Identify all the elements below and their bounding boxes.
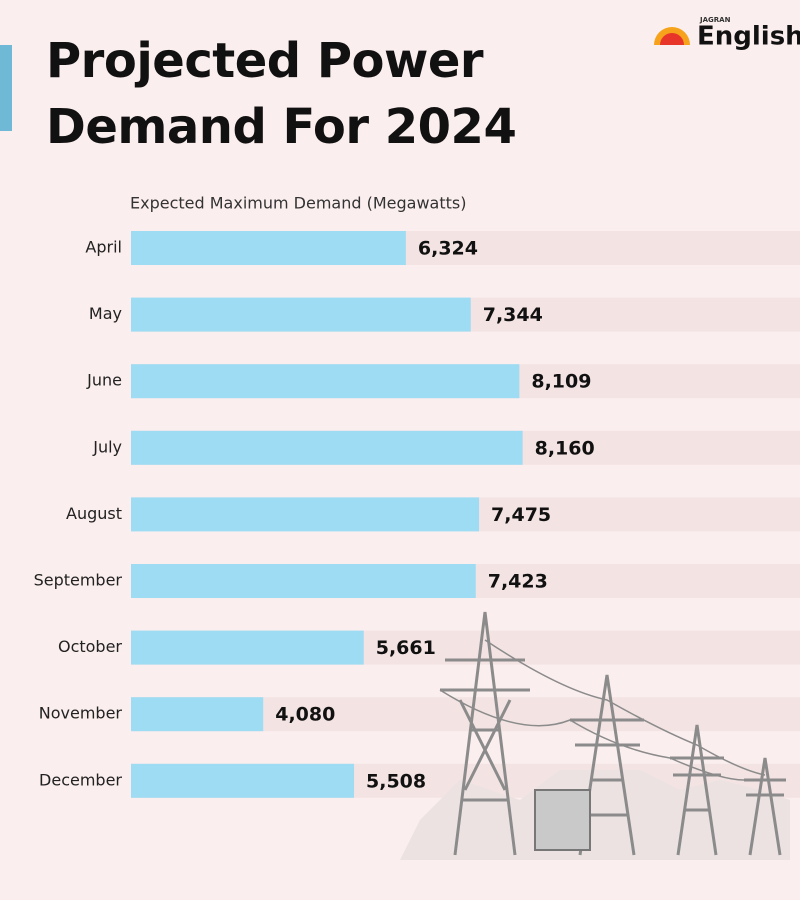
tower-illustration: [400, 611, 790, 860]
logo-small: JAGRAN: [699, 16, 731, 24]
y-tick-label: May: [89, 304, 122, 323]
logo: JAGRAN English: [654, 16, 800, 52]
y-tick-label: June: [86, 371, 122, 390]
value-label: 7,475: [491, 504, 551, 526]
bar: [131, 297, 471, 332]
bar: [131, 430, 523, 465]
y-tick-label: April: [85, 238, 122, 257]
value-label: 7,423: [488, 571, 548, 593]
value-label: 5,661: [376, 637, 436, 659]
accent-bar: [0, 45, 12, 131]
value-label: 4,080: [275, 704, 335, 726]
bar: [131, 763, 355, 798]
value-label: 8,109: [531, 371, 591, 393]
logo-name: English: [697, 22, 800, 52]
bar: [131, 364, 520, 399]
y-tick-label: July: [92, 437, 122, 456]
bar: [131, 497, 480, 532]
chart-title: Projected Power Demand For 2024: [46, 33, 517, 155]
value-label: 5,508: [366, 770, 426, 792]
bar: [131, 697, 264, 732]
value-label: 6,324: [418, 238, 478, 260]
value-label: 7,344: [483, 304, 543, 326]
value-label: 8,160: [535, 437, 595, 459]
y-tick-label: August: [66, 504, 122, 523]
subtitle: Expected Maximum Demand (Megawatts): [130, 194, 466, 213]
bar: [131, 231, 406, 265]
bar: [131, 564, 476, 598]
y-tick-label: September: [34, 571, 123, 590]
y-tick-label: November: [39, 704, 123, 723]
y-tick-label: December: [39, 770, 122, 789]
y-tick-label: October: [58, 637, 122, 656]
bar: [131, 630, 364, 665]
